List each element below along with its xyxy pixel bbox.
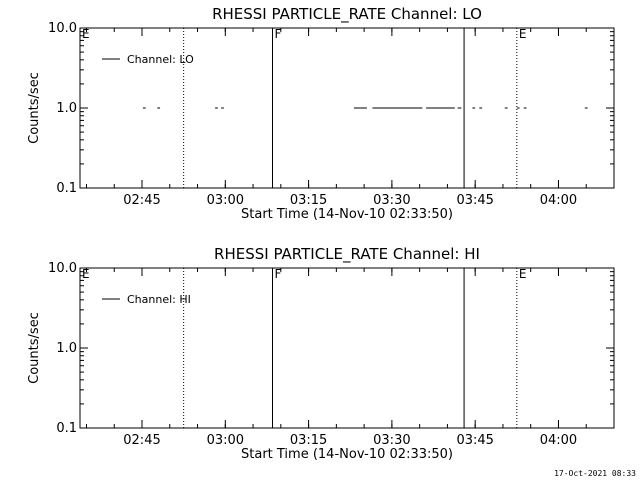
chart-panel-2: RHESSI PARTICLE_RATE Channel: HI 0.1 1.0 10… — [27, 245, 615, 462]
x-tick-label: 04:00 — [540, 193, 577, 208]
chart-title: RHESSI PARTICLE_RATE Channel: LO — [212, 5, 482, 24]
marker-label: E — [519, 267, 527, 281]
x-axis-label: Start Time (14-Nov-10 02:33:50) — [241, 447, 453, 462]
plot-frame — [79, 267, 615, 429]
y-tick-label: 0.1 — [56, 421, 77, 436]
y-tick-label: 1.0 — [56, 341, 77, 356]
x-axis-label: Start Time (14-Nov-10 02:33:50) — [241, 207, 453, 222]
legend-entry: Channel: LO — [127, 53, 194, 66]
corner-marker-label: E — [82, 27, 90, 41]
marker-label: F — [274, 27, 281, 41]
x-tick-label: 03:45 — [456, 193, 493, 208]
x-tick-label: 03:00 — [207, 433, 244, 448]
legend-entry: Channel: HI — [127, 293, 191, 306]
chart-title: RHESSI PARTICLE_RATE Channel: HI — [214, 245, 480, 264]
x-tick-label: 03:15 — [290, 433, 327, 448]
y-tick-label: 0.1 — [56, 181, 77, 196]
corner-marker-label: E — [82, 267, 90, 281]
x-tick-label: 04:00 — [540, 433, 577, 448]
x-tick-label: 03:30 — [373, 433, 410, 448]
x-tick-label: 03:30 — [373, 193, 410, 208]
marker-label: E — [519, 27, 527, 41]
y-tick-label: 10.0 — [48, 261, 77, 276]
x-tick-label: 03:45 — [456, 433, 493, 448]
y-tick-label: 1.0 — [56, 101, 77, 116]
x-tick-label: 02:45 — [123, 193, 160, 208]
footer-timestamp: 17-Oct-2021 08:33 — [554, 469, 636, 478]
x-tick-label: 03:00 — [207, 193, 244, 208]
x-tick-label: 03:15 — [290, 193, 327, 208]
x-tick-label: 02:45 — [123, 433, 160, 448]
y-axis-label: Counts/sec — [27, 72, 42, 144]
plot-frame — [79, 27, 615, 189]
y-tick-label: 10.0 — [48, 21, 77, 36]
marker-label: F — [274, 267, 281, 281]
y-axis-label: Counts/sec — [27, 312, 42, 384]
chart-panel-1: RHESSI PARTICLE_RATE Channel: LO 0.1 1.0 10… — [27, 5, 615, 222]
